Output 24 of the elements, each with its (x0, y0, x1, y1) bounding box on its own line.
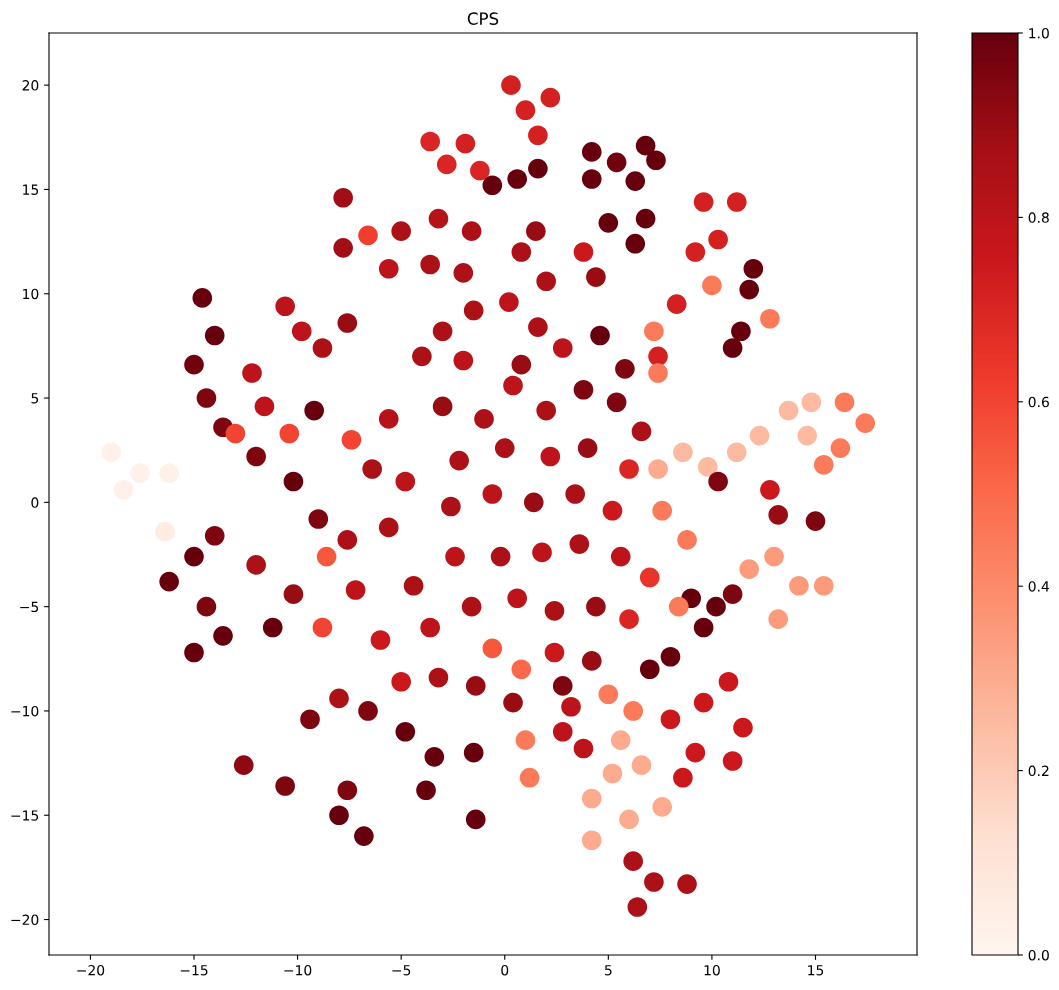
y-tick-label: 20 (22, 80, 39, 91)
color-bar-label: 0.0 (1028, 949, 1049, 961)
y-tick-label: 15 (23, 184, 39, 195)
y-tick-label: −20 (11, 914, 39, 926)
y-tick-label: 10 (23, 288, 39, 300)
x-tick-label: −20 (77, 964, 105, 976)
y-tick-label: 5 (31, 393, 39, 404)
x-tick-label: −5 (392, 965, 411, 976)
color-bar-label: 0.4 (1028, 581, 1050, 592)
color-bar-label: 0.6 (1028, 396, 1049, 408)
color-bar-label: 1.0 (1029, 27, 1049, 39)
x-tick-label: 15 (808, 965, 824, 976)
y-tick-label: −15 (11, 810, 39, 821)
color-bar-label: 0.2 (1028, 765, 1049, 777)
y-tick-label: −10 (11, 705, 39, 717)
y-tick-label: 0 (31, 497, 39, 508)
x-tick-label: 10 (704, 964, 720, 976)
x-tick-label: −15 (180, 965, 208, 976)
y-tick-label: −5 (20, 601, 39, 613)
x-tick-label: 0 (501, 964, 509, 976)
color-bar-label: 0.8 (1028, 212, 1049, 223)
chart-title: CPS (467, 12, 499, 25)
x-tick-label: −10 (284, 964, 312, 976)
x-tick-label: 5 (604, 965, 612, 976)
